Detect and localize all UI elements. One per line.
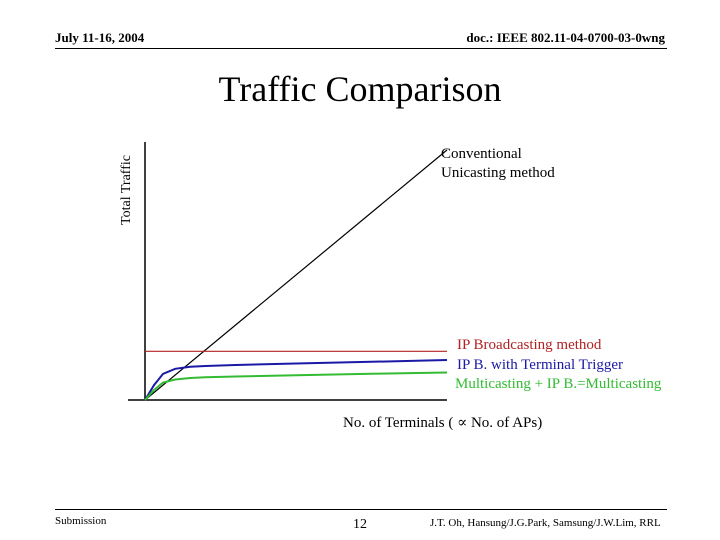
series-label-4: Multicasting + IP B.=Multicasting: [455, 376, 662, 392]
series-line-3: [144, 359, 448, 401]
y-axis-label: Total Traffic: [119, 155, 134, 225]
series-line-1: [144, 149, 448, 401]
series-label-1: Unicasting method: [441, 165, 555, 181]
slide-title: Traffic Comparison: [218, 69, 502, 109]
header-doc-id: doc.: IEEE 802.11-04-0700-03-0wng: [466, 30, 665, 45]
series-label-2: IP Broadcasting method: [457, 337, 602, 353]
header-rule: [55, 48, 667, 49]
footer-rule: [55, 509, 667, 510]
footer-submission: Submission: [55, 515, 107, 527]
x-axis-label: No. of Terminals ( ∝ No. of APs): [343, 415, 542, 431]
header-date: July 11-16, 2004: [55, 30, 145, 45]
series-line-4: [144, 371, 448, 401]
series-label-3: IP B. with Terminal Trigger: [457, 357, 623, 373]
footer-page-number: 12: [353, 517, 367, 532]
footer-authors: J.T. Oh, Hansung/J.G.Park, Samsung/J.W.L…: [430, 517, 661, 529]
series-label-1: Conventional: [441, 146, 522, 162]
